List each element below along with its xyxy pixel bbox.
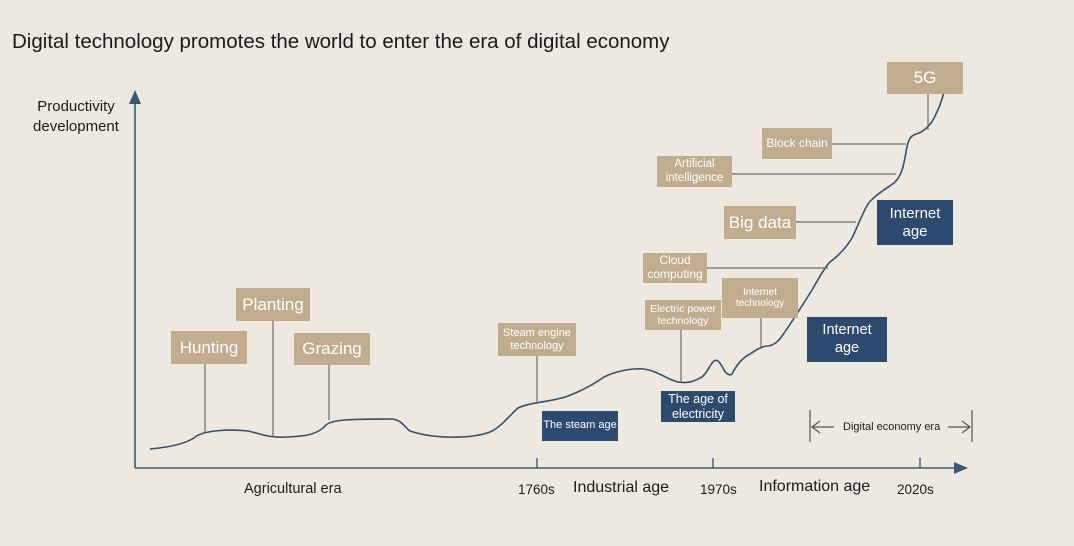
label-planting: Planting <box>236 288 310 321</box>
age-internet-lower: Internet age <box>807 317 887 362</box>
productivity-curve <box>149 91 945 450</box>
era-industrial: Industrial age <box>573 479 670 496</box>
age-internet-upper: Internet age <box>877 200 953 245</box>
tick-label-2020s: 2020s <box>897 482 934 497</box>
age-steam: The steam age <box>542 411 618 441</box>
label-artificial-intelligence: Artificial intelligence <box>657 156 732 187</box>
era-left-arrowhead <box>811 420 821 434</box>
era-information: Information age <box>759 478 871 495</box>
tick-label-1760s: 1760s <box>518 482 555 497</box>
label-hunting: Hunting <box>171 331 247 364</box>
label-steam-engine: Steam engine technology <box>498 323 576 356</box>
era-agricultural: Agricultural era <box>244 481 342 497</box>
tick-label-1970s: 1970s <box>700 482 737 497</box>
label-block-chain: Block chain <box>762 128 832 159</box>
label-cloud-computing: Cloud computing <box>643 253 707 283</box>
x-axis-arrow <box>954 462 968 474</box>
label-internet-technology: Internet technology <box>722 278 798 318</box>
label-electric-power: Electric power technology <box>645 300 721 330</box>
label-grazing: Grazing <box>294 333 370 365</box>
page-title: Digital technology promotes the world to… <box>12 30 670 53</box>
label-big-data: Big data <box>724 206 796 239</box>
y-axis-arrow <box>129 90 141 104</box>
era-right-arrowhead <box>961 420 971 434</box>
y-axis-label: Productivity development <box>33 98 119 135</box>
age-electricity: The age of electricity <box>661 391 735 422</box>
label-5g: 5G <box>887 62 963 94</box>
digital-economy-era-label: Digital economy era <box>843 421 941 433</box>
